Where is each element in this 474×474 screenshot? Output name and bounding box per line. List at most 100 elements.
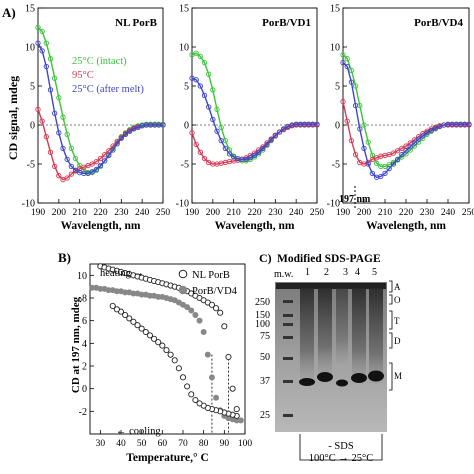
data-point bbox=[218, 137, 224, 144]
x-tick-label: 240 bbox=[289, 208, 304, 218]
y-tick-label: -10 bbox=[327, 199, 340, 210]
x-tick-label: 100 bbox=[238, 439, 253, 449]
y-tick-label: 8 bbox=[82, 294, 87, 305]
data-point bbox=[35, 40, 41, 46]
y-tick-label: 10 bbox=[25, 43, 35, 54]
data-point bbox=[210, 116, 216, 123]
panel-a-label: A) bbox=[2, 5, 16, 20]
data-point bbox=[56, 130, 62, 136]
data-point bbox=[106, 152, 112, 159]
x-tick-label: 50 bbox=[137, 439, 147, 449]
plot-title: PorB/VD4 bbox=[414, 17, 463, 29]
data-point bbox=[56, 173, 62, 179]
bracket-m: M bbox=[394, 371, 402, 381]
data-point-nl bbox=[192, 396, 199, 404]
bracket-a: A bbox=[394, 282, 401, 292]
data-point-nl bbox=[233, 406, 240, 413]
data-point bbox=[60, 114, 66, 120]
data-point-nl bbox=[179, 374, 187, 381]
data-point-vd4 bbox=[237, 417, 244, 424]
data-point-vd4 bbox=[208, 374, 215, 381]
data-point bbox=[56, 95, 62, 101]
data-point bbox=[43, 40, 49, 46]
legend-open-circle-marker bbox=[178, 269, 188, 279]
data-point-nl bbox=[126, 315, 133, 322]
bracket-o: O bbox=[394, 295, 401, 305]
lane-label-2: 2 bbox=[324, 267, 329, 278]
x-tick-label: 40 bbox=[116, 439, 126, 449]
data-point-nl bbox=[159, 342, 166, 349]
data-point bbox=[97, 162, 104, 169]
data-point bbox=[348, 137, 355, 144]
data-point bbox=[127, 128, 133, 134]
data-point bbox=[89, 169, 95, 175]
condition-temperature: 100°C → 25°C bbox=[309, 453, 373, 464]
data-point bbox=[344, 118, 350, 124]
y-tick-label: 5 bbox=[30, 82, 35, 93]
data-point bbox=[403, 148, 409, 154]
gel-lane-labels: m.w. 1 2 3 4 5 bbox=[274, 267, 377, 280]
y-tick-label: 15 bbox=[179, 4, 189, 15]
mw-37: 37 bbox=[260, 376, 270, 387]
x-tick-label: 60 bbox=[158, 439, 168, 449]
data-point bbox=[68, 145, 74, 152]
data-point bbox=[72, 167, 79, 173]
data-point bbox=[247, 155, 253, 161]
data-point-nl bbox=[188, 391, 195, 398]
x-tick-label: 240 bbox=[441, 208, 456, 218]
data-point bbox=[189, 130, 195, 136]
data-point-nl bbox=[167, 351, 174, 358]
condition-no-sds: - SDS bbox=[328, 441, 354, 452]
x-tick-label: 70 bbox=[178, 439, 188, 449]
x-tick-label: 190 bbox=[336, 208, 351, 218]
y-tick-label: 15 bbox=[25, 4, 35, 15]
lane-label-4: 4 bbox=[355, 267, 360, 278]
data-point bbox=[47, 87, 54, 93]
data-point-nl bbox=[155, 339, 162, 346]
data-point bbox=[378, 173, 384, 180]
series-line bbox=[37, 26, 163, 174]
y-tick-label: 5 bbox=[184, 82, 189, 93]
series-line bbox=[37, 42, 163, 175]
data-point bbox=[222, 145, 228, 152]
data-point bbox=[390, 150, 397, 156]
data-point bbox=[60, 145, 66, 152]
y-tick-label: 5 bbox=[335, 82, 340, 93]
data-point bbox=[340, 98, 346, 105]
lane-label-5: 5 bbox=[372, 267, 377, 278]
lane-label-mw: m.w. bbox=[274, 269, 293, 280]
data-point bbox=[369, 170, 376, 177]
data-point-vd4 bbox=[184, 304, 191, 311]
legend-25c-after-melt: 25°C (after melt) bbox=[72, 84, 144, 95]
bracket-d: D bbox=[394, 336, 401, 346]
series-line bbox=[342, 62, 469, 179]
data-point bbox=[361, 145, 367, 152]
mw-250: 250 bbox=[255, 297, 270, 308]
data-point bbox=[251, 152, 258, 159]
x-tick-label: 200 bbox=[52, 208, 67, 218]
data-point bbox=[373, 160, 380, 166]
data-point-nl bbox=[171, 357, 178, 364]
data-point bbox=[68, 171, 74, 177]
x-axis-label: Wavelength, nm bbox=[215, 220, 295, 232]
data-point-nl bbox=[225, 353, 232, 360]
x-axis-label: Temperature,° C bbox=[126, 452, 209, 464]
data-point bbox=[52, 75, 58, 81]
data-point bbox=[420, 133, 426, 139]
x-tick-label: 250 bbox=[462, 208, 474, 218]
data-point bbox=[52, 163, 58, 169]
y-tick-label: 0 bbox=[30, 121, 35, 132]
data-point bbox=[466, 121, 472, 127]
data-point bbox=[39, 48, 45, 54]
gel-image bbox=[275, 282, 387, 432]
data-point bbox=[68, 163, 74, 169]
mw-150: 150 bbox=[255, 310, 270, 321]
data-point bbox=[201, 59, 208, 66]
data-point bbox=[272, 133, 278, 139]
data-point bbox=[348, 79, 355, 85]
plot-frame bbox=[37, 7, 164, 204]
data-point bbox=[411, 140, 418, 146]
data-point bbox=[369, 152, 376, 159]
